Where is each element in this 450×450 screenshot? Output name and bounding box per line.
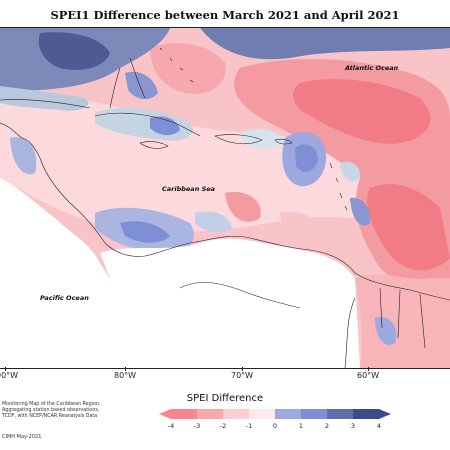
label-atlantic-ocean: Atlantic Ocean	[344, 64, 399, 72]
deep-red-zone	[293, 78, 431, 144]
pink-zone-venezuela	[280, 211, 320, 240]
legend-swatch	[197, 409, 223, 419]
blue-zone-puerto-rico-core	[295, 144, 318, 172]
tick-60w	[368, 367, 369, 371]
dark-blue-zone-north	[38, 32, 110, 70]
blue-zone-central-america	[10, 137, 37, 175]
blue-zone-florida	[125, 71, 158, 100]
coastlines	[0, 47, 450, 368]
lightblue-zone-colombia	[195, 211, 232, 233]
legend-tick-label: -3	[193, 422, 201, 430]
legend-swatch	[327, 409, 353, 419]
red-zone-guianas	[355, 274, 450, 368]
longitude-label-70w: 70°W	[231, 371, 254, 380]
label-caribbean-sea: Caribbean Sea	[162, 185, 215, 193]
tick-70w	[242, 367, 243, 371]
legend-tick-label: -4	[167, 422, 175, 430]
legend-tick-label: -2	[219, 422, 227, 430]
legend-swatch	[249, 409, 275, 419]
legend-arrow-right	[379, 409, 391, 419]
lightblue-zone-gulf	[0, 86, 89, 111]
deep-red-zone-east	[367, 184, 450, 271]
longitude-label-80w: 80°W	[114, 371, 137, 380]
label-pacific-ocean: Pacific Ocean	[40, 294, 89, 302]
blue-zone-north-east	[200, 28, 450, 60]
blue-zone-guianas	[375, 317, 397, 346]
longitude-label-90w: 90°W	[0, 371, 19, 380]
legend-tick-label: -1	[245, 422, 253, 430]
map-panel: Atlantic Ocean Caribbean Sea Pacific Oce…	[0, 27, 450, 369]
tick-80w	[125, 367, 126, 371]
legend-tick-label: 1	[298, 422, 304, 430]
blue-zone-cuba	[150, 116, 180, 136]
land-central-america	[0, 178, 130, 368]
tick-90w	[5, 367, 6, 371]
lightblue-zone-antilles	[340, 161, 361, 182]
credit-line-3: TCDF, with NCEP/NCAR Reanalysis Data	[2, 414, 98, 420]
blue-zone-trinidad	[350, 197, 371, 226]
red-zone-venezuela	[225, 191, 261, 222]
lightblue-zone-hispaniola	[240, 128, 285, 149]
longitude-label-60w: 60°W	[357, 371, 380, 380]
legend-tick-label: 2	[324, 422, 330, 430]
legend-tick-label: 0	[272, 422, 278, 430]
legend-swatch	[223, 409, 249, 419]
legend-tick-label: 4	[376, 422, 382, 430]
legend-swatch	[171, 409, 197, 419]
legend-swatch	[301, 409, 327, 419]
legend-swatch	[353, 409, 379, 419]
credit-text: Monitoring Map of the Caribbean Region. …	[2, 402, 120, 421]
land-south-america	[100, 238, 360, 368]
map-title: SPEI1 Difference between March 2021 and …	[50, 8, 400, 22]
red-zone-bahamas	[150, 43, 226, 94]
credit-line-1: Monitoring Map of the Caribbean Region.	[2, 402, 101, 407]
blue-zone-panama-core	[120, 221, 170, 243]
spei-map: Atlantic Ocean Caribbean Sea Pacific Oce…	[0, 28, 450, 368]
credit-line-2: Aggregating station based observations,	[2, 408, 100, 414]
credit-date: CIMH May-2021	[2, 434, 42, 440]
legend-arrow-left	[159, 409, 171, 419]
legend-swatch	[275, 409, 301, 419]
legend-tick-label: 3	[350, 422, 356, 430]
legend-title: SPEI Difference	[186, 393, 264, 404]
legend-colorbar	[159, 409, 391, 419]
